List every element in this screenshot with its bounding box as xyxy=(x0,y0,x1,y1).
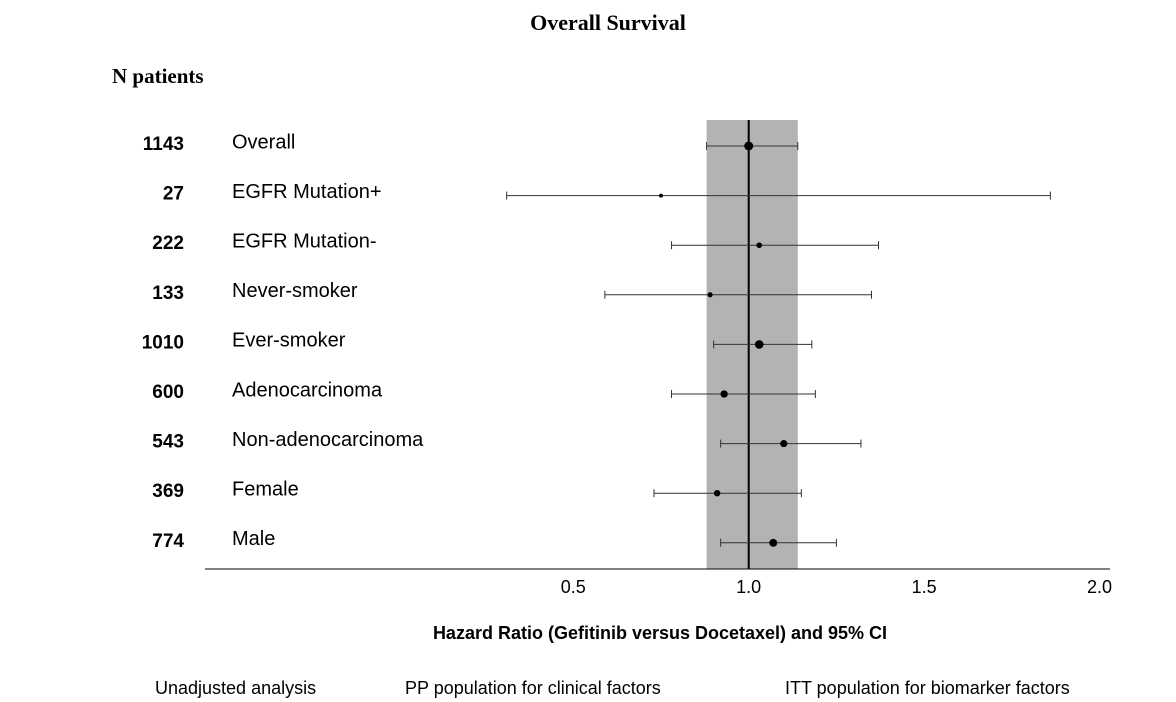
footnote: Unadjusted analysis xyxy=(155,678,316,698)
category-label: Never-smoker xyxy=(232,280,358,302)
category-label: Ever-smoker xyxy=(232,330,346,352)
footnote: PP population for clinical factors xyxy=(405,678,661,698)
category-label: EGFR Mutation+ xyxy=(232,181,382,203)
hazard-ratio-point xyxy=(780,440,788,448)
hazard-ratio-point xyxy=(769,538,778,547)
n-patients: 600 xyxy=(152,382,184,403)
n-patients: 369 xyxy=(152,481,184,502)
category-label: Male xyxy=(232,528,275,550)
hazard-ratio-point xyxy=(720,390,728,398)
n-patients: 27 xyxy=(163,184,184,205)
category-label: Overall xyxy=(232,131,295,153)
n-patients: 222 xyxy=(152,233,184,254)
footnote: ITT population for biomarker factors xyxy=(785,678,1070,698)
n-patients: 774 xyxy=(152,531,184,552)
x-tick-label: 1.5 xyxy=(912,577,937,597)
hazard-ratio-point xyxy=(754,340,764,349)
category-label: Adenocarcinoma xyxy=(232,379,383,401)
category-label: EGFR Mutation- xyxy=(232,230,376,252)
n-patients: 1143 xyxy=(143,134,184,155)
chart-title: Overall Survival xyxy=(530,10,686,35)
hazard-ratio-point xyxy=(744,141,754,151)
n-patients: 133 xyxy=(152,283,184,304)
hazard-ratio-point xyxy=(713,489,721,497)
hazard-ratio-point xyxy=(707,292,713,298)
category-label: Female xyxy=(232,478,299,500)
n-header: N patients xyxy=(112,64,204,88)
x-axis-label: Hazard Ratio (Gefitinib versus Docetaxel… xyxy=(433,623,887,643)
hazard-ratio-point xyxy=(756,242,763,249)
x-tick-label: 0.5 xyxy=(561,577,586,597)
n-patients: 1010 xyxy=(142,332,184,353)
x-tick-label: 2.0 xyxy=(1087,577,1112,597)
x-tick-label: 1.0 xyxy=(736,577,761,597)
n-patients: 543 xyxy=(152,432,184,453)
hazard-ratio-point xyxy=(659,193,663,198)
category-label: Non-adenocarcinoma xyxy=(232,429,424,451)
